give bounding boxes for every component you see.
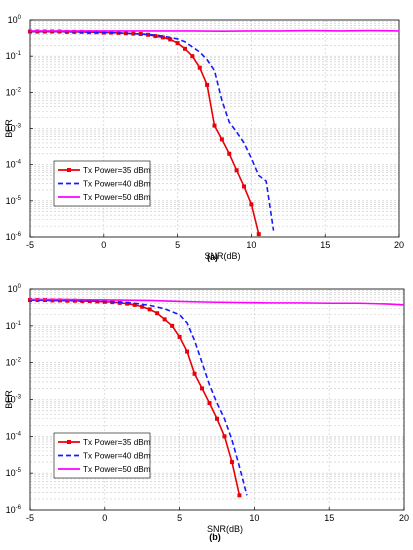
data-point — [132, 302, 137, 307]
x-tick-label: 15 — [324, 513, 334, 523]
legend-marker — [67, 440, 71, 444]
x-tick-label: -5 — [26, 240, 34, 250]
x-tick-label: 10 — [246, 240, 256, 250]
data-point — [170, 323, 175, 328]
data-point — [175, 41, 180, 46]
y-tick-label: 10-3 — [6, 395, 22, 405]
legend: Tx Power=35 dBm Tx Power=40 dBm Tx Power=5… — [53, 432, 151, 479]
x-tick-label: 20 — [399, 513, 409, 523]
data-point — [205, 82, 210, 87]
x-tick-label: 5 — [175, 240, 180, 250]
y-axis-label: BER — [4, 390, 14, 409]
y-tick-label: 10-4 — [6, 160, 22, 170]
data-point — [234, 168, 239, 173]
data-point — [140, 304, 145, 309]
y-tick-label: 10-3 — [6, 124, 22, 134]
chart-panel-b: -5 0 5 10 15 20 10-6 10-5 10-4 10-3 10-2 10-1 100 SNR… — [4, 284, 409, 542]
x-tick-label: -5 — [26, 513, 34, 523]
series-3 — [30, 29, 400, 33]
panel-caption: (b) — [209, 532, 221, 542]
y-tick-label: 10-2 — [6, 87, 22, 97]
data-point — [123, 31, 128, 36]
y-tick-label: 100 — [8, 15, 22, 25]
data-point — [138, 32, 143, 37]
y-tick-label: 10-6 — [6, 232, 22, 242]
data-point — [215, 416, 219, 421]
data-point — [50, 298, 55, 303]
y-tick-label: 10-5 — [6, 196, 22, 206]
y-tick-label: 10-2 — [6, 358, 22, 368]
y-tick-label: 10-1 — [6, 51, 22, 61]
y-tick-label: 10-4 — [6, 431, 22, 441]
data-point — [237, 493, 242, 498]
data-point — [155, 311, 160, 316]
data-point — [190, 54, 195, 59]
data-point — [146, 32, 151, 37]
data-point — [192, 371, 197, 376]
y-axis-label: BER — [4, 119, 14, 138]
legend-label: Tx Power=40 dBm — [83, 452, 151, 461]
data-point — [249, 202, 254, 207]
panel-caption: (a) — [207, 252, 218, 262]
data-point — [182, 46, 187, 51]
data-point — [57, 298, 62, 303]
legend: Tx Power=35 dBm Tx Power=40 dBm Tx Power=5… — [53, 160, 151, 207]
x-axis-label: SNR(dB) — [207, 524, 243, 534]
data-point — [147, 307, 152, 312]
legend-label: Tx Power=50 dBm — [83, 193, 151, 202]
data-point — [242, 184, 247, 189]
data-point — [222, 434, 227, 439]
series-line — [30, 30, 275, 231]
x-tick-label: 0 — [101, 240, 106, 250]
data-point — [227, 151, 232, 156]
legend-label: Tx Power=40 dBm — [83, 180, 151, 189]
data-point — [219, 137, 224, 142]
x-tick-label: 15 — [320, 240, 330, 250]
x-tick-label: 0 — [102, 513, 107, 523]
x-tick-label: 5 — [177, 513, 182, 523]
x-tick-label: 10 — [249, 513, 259, 523]
data-point — [177, 334, 182, 339]
data-point — [200, 386, 205, 391]
y-tick-label: 100 — [8, 284, 22, 294]
series-3 — [30, 298, 405, 306]
x-axis-label: SNR(dB) — [204, 251, 240, 261]
data-point — [65, 298, 70, 303]
data-point — [125, 301, 130, 306]
x-tick-label: 20 — [394, 240, 404, 250]
legend-label: Tx Power=35 dBm — [83, 438, 151, 447]
data-point — [160, 35, 165, 40]
legend-label: Tx Power=35 dBm — [83, 166, 151, 175]
chart-panel-a: -5 0 5 10 15 20 10-6 10-5 10-4 10-3 10-2 10-1 100 SNR… — [4, 15, 404, 262]
legend-label: Tx Power=50 dBm — [83, 465, 151, 474]
data-point — [207, 401, 212, 406]
data-point — [212, 123, 217, 128]
data-point — [131, 31, 136, 36]
data-point — [229, 460, 234, 465]
series-2 — [30, 30, 275, 231]
y-tick-label: 10-1 — [6, 321, 22, 331]
y-tick-label: 10-6 — [6, 505, 22, 515]
data-point — [256, 232, 261, 237]
data-point — [185, 349, 190, 354]
data-point — [162, 317, 167, 322]
series-line — [30, 298, 405, 306]
data-point — [197, 65, 202, 70]
data-point — [168, 37, 173, 42]
series-line — [30, 29, 400, 33]
legend-marker — [67, 168, 71, 172]
y-tick-label: 10-5 — [6, 468, 22, 478]
data-point — [153, 34, 158, 39]
